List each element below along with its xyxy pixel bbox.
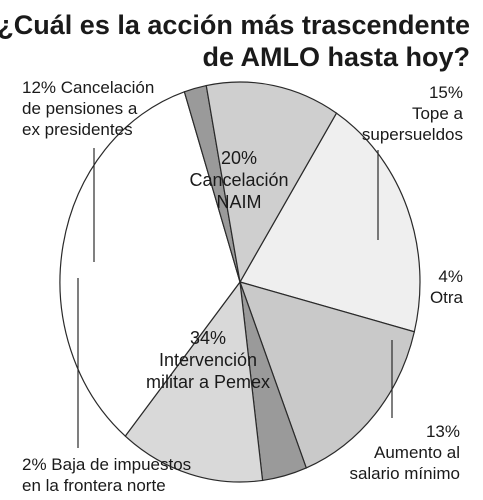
pie-slice-supersueldos [239, 281, 416, 469]
pie-slice-pensiones [205, 81, 338, 284]
chart-title: ¿Cuál es la acción más trascendente de A… [0, 10, 470, 72]
slice-label-pemex: 34% Intervención militar a Pemex [146, 328, 270, 392]
pie-slice-naim [239, 112, 421, 333]
pie-slice-pemex [59, 91, 241, 437]
pie-slices [59, 81, 421, 483]
slice-label-supersueldos: 15% Tope a supersueldos [362, 83, 464, 144]
title-line-2: de AMLO hasta hoy? [202, 42, 470, 72]
slice-label-otra: 4% Otra [430, 267, 464, 307]
slice-labels: 20% Cancelación NAIM 15% Tope a supersueldos 4… [22, 78, 464, 495]
pie-slice-salario-minimo [124, 280, 264, 483]
slice-label-impuestos-frontera: 2% Baja de impuestos en la frontera norte [22, 455, 191, 495]
slice-label-pensiones: 12% Cancelación de pensiones a ex presiden… [22, 78, 154, 139]
slice-label-salario-minimo: 13% Aumento al salario mínimo [349, 422, 460, 483]
title-line-1: ¿Cuál es la acción más trascendente [0, 10, 470, 40]
leader-lines [77, 148, 393, 448]
slice-label-naim: 20% Cancelación NAIM [189, 148, 288, 212]
